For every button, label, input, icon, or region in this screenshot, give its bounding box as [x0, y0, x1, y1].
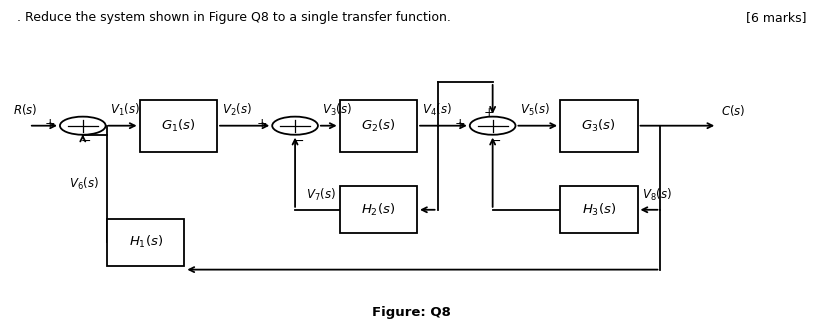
- Text: $R(s)$: $R(s)$: [12, 102, 37, 116]
- FancyBboxPatch shape: [339, 186, 417, 233]
- Text: $H_2(s)$: $H_2(s)$: [361, 202, 395, 218]
- FancyBboxPatch shape: [140, 100, 217, 152]
- Text: $C(s)$: $C(s)$: [721, 103, 746, 117]
- Text: [6 marks]: [6 marks]: [746, 11, 807, 24]
- Text: $H_1(s)$: $H_1(s)$: [128, 234, 163, 250]
- Text: +: +: [257, 116, 268, 130]
- Text: +: +: [45, 116, 55, 130]
- Text: $V_4(s)$: $V_4(s)$: [422, 102, 452, 117]
- Text: $V_8(s)$: $V_8(s)$: [642, 187, 672, 203]
- FancyBboxPatch shape: [560, 100, 638, 152]
- Circle shape: [272, 116, 318, 135]
- Circle shape: [60, 116, 106, 135]
- Text: $G_1(s)$: $G_1(s)$: [161, 118, 196, 134]
- FancyBboxPatch shape: [339, 100, 417, 152]
- Text: $V_2(s)$: $V_2(s)$: [222, 102, 252, 117]
- Text: Figure: Q8: Figure: Q8: [372, 306, 450, 319]
- Text: $V_7(s)$: $V_7(s)$: [306, 187, 335, 203]
- Text: $G_3(s)$: $G_3(s)$: [581, 118, 616, 134]
- Text: $G_2(s)$: $G_2(s)$: [361, 118, 395, 134]
- Text: $-$: $-$: [293, 134, 304, 147]
- Text: $H_3(s)$: $H_3(s)$: [582, 202, 616, 218]
- Text: $V_3(s)$: $V_3(s)$: [322, 102, 352, 117]
- FancyBboxPatch shape: [560, 186, 638, 233]
- Text: $V_6(s)$: $V_6(s)$: [69, 176, 99, 192]
- Circle shape: [470, 116, 515, 135]
- Text: $-$: $-$: [81, 134, 91, 147]
- Text: +: +: [484, 106, 495, 119]
- Text: $V_1(s)$: $V_1(s)$: [109, 102, 140, 117]
- Text: . Reduce the system shown in Figure Q8 to a single transfer function.: . Reduce the system shown in Figure Q8 t…: [17, 11, 451, 24]
- FancyBboxPatch shape: [107, 219, 184, 266]
- Text: +: +: [455, 116, 465, 130]
- Text: $V_5(s)$: $V_5(s)$: [520, 102, 550, 117]
- Text: $-$: $-$: [491, 134, 501, 147]
